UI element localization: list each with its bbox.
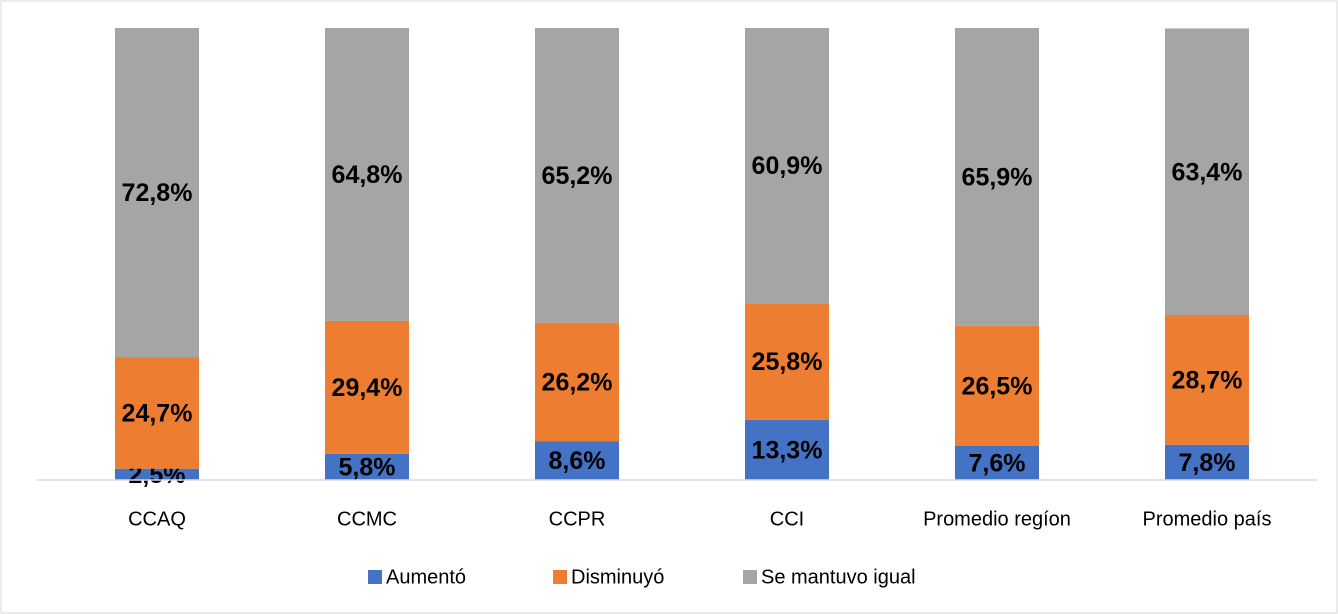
bar-segment xyxy=(325,320,409,454)
bar-segment xyxy=(115,468,199,480)
x-tick-label: Promedio país xyxy=(1143,508,1272,530)
data-label: 63,4% xyxy=(1172,158,1243,186)
data-label: 65,9% xyxy=(962,164,1033,192)
legend-swatch xyxy=(743,570,757,584)
bar-segment xyxy=(535,441,619,480)
x-tick-label: CCI xyxy=(770,508,804,530)
data-label: 72,8% xyxy=(122,179,193,207)
data-label: 24,7% xyxy=(122,399,193,427)
legend-swatch xyxy=(368,570,382,584)
data-label: 28,7% xyxy=(1172,366,1243,394)
data-label: 7,6% xyxy=(969,449,1026,477)
data-label: 65,2% xyxy=(542,162,613,190)
bar-segment xyxy=(745,419,829,480)
bar-segment xyxy=(535,28,619,323)
data-label: 25,8% xyxy=(752,348,823,376)
legend-label: Se mantuvo igual xyxy=(761,566,916,588)
data-label: 7,8% xyxy=(1179,449,1236,477)
bar-segment xyxy=(745,28,829,304)
bar-segment xyxy=(745,303,829,420)
data-label: 64,8% xyxy=(332,161,403,189)
legend-swatch xyxy=(553,570,567,584)
data-label: 26,5% xyxy=(962,372,1033,400)
bar-segment xyxy=(1165,28,1249,316)
data-label: 29,4% xyxy=(332,374,403,402)
legend-label: Aumentó xyxy=(386,566,466,588)
data-label: 60,9% xyxy=(752,152,823,180)
data-label: 8,6% xyxy=(549,447,606,475)
x-tick-label: CCPR xyxy=(549,508,606,530)
bar-segment xyxy=(535,322,619,442)
data-label: 26,2% xyxy=(542,369,613,397)
bar-segment xyxy=(955,325,1039,446)
bar-segment xyxy=(955,445,1039,480)
x-tick-label: CCMC xyxy=(337,508,397,530)
data-label: 13,3% xyxy=(752,437,823,465)
data-label: 5,8% xyxy=(339,454,396,482)
bar-segment xyxy=(1165,315,1249,445)
x-tick-label: Promedio regíon xyxy=(923,508,1071,530)
bar-segment xyxy=(325,28,409,321)
bar-segment xyxy=(115,28,199,358)
bar-segment xyxy=(1165,444,1249,480)
bar-segment xyxy=(955,28,1039,326)
x-tick-label: CCAQ xyxy=(128,508,186,530)
bar-segment xyxy=(325,453,409,480)
legend-label: Disminuyó xyxy=(571,566,664,588)
bar-segment xyxy=(115,357,199,469)
